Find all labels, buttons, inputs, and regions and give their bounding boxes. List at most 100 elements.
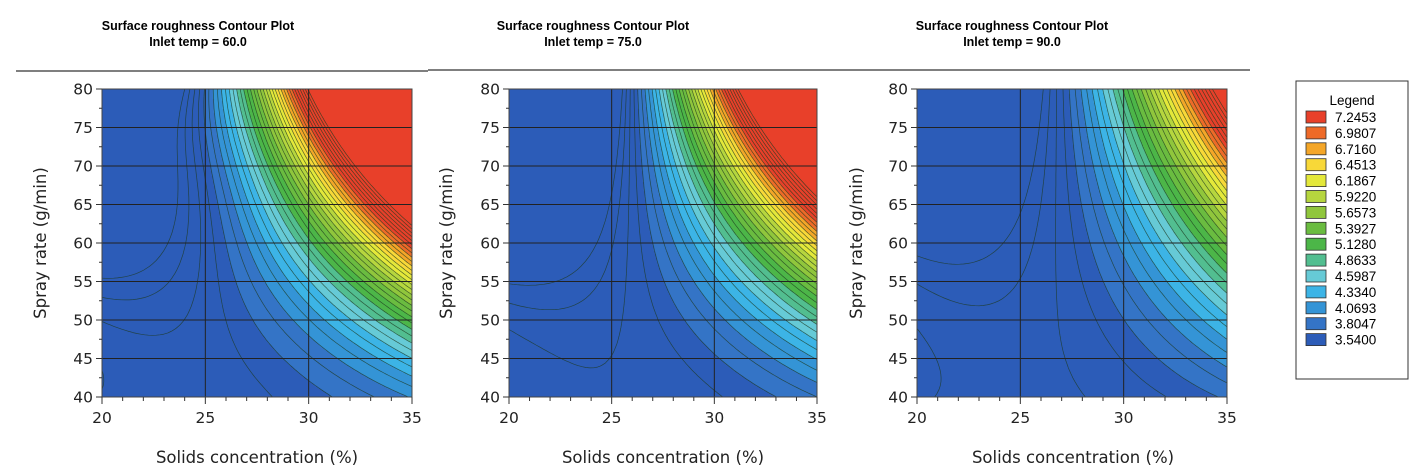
contour-line (1190, 88, 1228, 151)
legend-label: 6.7160 (1335, 142, 1376, 157)
y-tick-label: 75 (73, 119, 93, 137)
y-tick-label: 55 (888, 273, 908, 291)
contour-line (259, 88, 413, 301)
contour-line (633, 89, 724, 398)
y-tick-label: 70 (73, 158, 93, 176)
y-axis: 40 45 50 55 60 65 70 75 80 (888, 81, 917, 407)
contour-line (208, 88, 375, 398)
contour-lines (508, 88, 818, 398)
legend-swatch (1305, 237, 1327, 251)
y-tick-label: 75 (480, 119, 500, 137)
contour-line (1170, 88, 1228, 185)
contour-line (1107, 88, 1228, 305)
contour-line (1068, 88, 1219, 398)
y-tick-label: 40 (888, 389, 908, 407)
contour-line (700, 88, 818, 257)
contour-line (655, 88, 818, 351)
plot-title: Surface roughness Contour Plot (497, 19, 690, 33)
legend-label: 5.3927 (1335, 221, 1376, 236)
x-axis-label: Solids concentration (%) (562, 448, 764, 467)
contour-line (1166, 88, 1228, 192)
y-tick-label: 60 (73, 235, 93, 253)
y-tick-label: 45 (73, 350, 93, 368)
y-tick-label: 50 (73, 312, 93, 330)
contour-panel-1: Surface roughness Contour Plot Inlet tem… (31, 19, 422, 467)
legend-label: 4.5987 (1335, 269, 1376, 284)
contour-line (1117, 88, 1228, 284)
legend-label: 6.9807 (1335, 126, 1376, 141)
contour-line (302, 88, 413, 234)
contour-line (665, 88, 818, 325)
contour-line (212, 88, 409, 398)
y-tick-label: 60 (480, 235, 500, 253)
contour-line (648, 88, 818, 371)
contour-line (1182, 88, 1228, 164)
contour-line (101, 88, 202, 336)
contour-line (265, 88, 413, 290)
contour-line (1158, 88, 1228, 207)
contour-line (1140, 88, 1228, 238)
y-tick-label: 65 (888, 196, 908, 214)
contour-line (697, 88, 818, 262)
legend-swatch (1305, 317, 1327, 331)
contour-line (1131, 88, 1228, 256)
legend-label: 5.9220 (1335, 190, 1376, 205)
legend: Legend 7.24536.98076.71606.45136.18675.9… (1295, 80, 1409, 380)
contour-line (718, 88, 818, 228)
x-axis-label: Solids concentration (%) (972, 448, 1174, 467)
y-tick-label: 60 (888, 235, 908, 253)
plot-title: Surface roughness Contour Plot (916, 19, 1109, 33)
y-tick-label: 80 (73, 81, 93, 99)
contour-line (706, 88, 818, 247)
plot-subtitle: Inlet temp = 90.0 (963, 35, 1061, 49)
x-tick-label: 25 (602, 409, 622, 427)
contour-line (678, 88, 818, 297)
contour-line (662, 88, 818, 333)
contour-line (1062, 88, 1167, 398)
contour-line (1178, 88, 1228, 171)
contour-panel-2: Surface roughness Contour Plot Inlet tem… (437, 19, 827, 467)
contour-line (1112, 88, 1228, 294)
contour-line (250, 88, 413, 318)
contour-line (732, 88, 818, 206)
legend-swatch (1305, 158, 1327, 172)
plot-title: Surface roughness Contour Plot (102, 19, 295, 33)
contour-line (1153, 88, 1228, 214)
y-axis: 40 45 50 55 60 65 70 75 80 (480, 81, 509, 407)
contour-panel-3: Surface roughness Contour Plot Inlet tem… (847, 19, 1237, 467)
x-tick-label: 25 (195, 409, 215, 427)
x-tick-label: 25 (1010, 409, 1030, 427)
x-tick-label: 30 (704, 409, 724, 427)
contour-line (277, 88, 413, 271)
contour-line (1197, 88, 1228, 138)
x-axis: 20 25 30 35 (92, 397, 422, 427)
y-tick-label: 40 (73, 389, 93, 407)
contour-line (1208, 88, 1228, 120)
contour-line (203, 88, 333, 398)
plot-subtitle: Inlet temp = 60.0 (149, 35, 247, 49)
contour-line (508, 89, 631, 369)
contour-line (217, 88, 413, 387)
contour-line (1102, 88, 1228, 316)
contour-line (726, 88, 818, 214)
contour-line (734, 88, 818, 202)
y-tick-label: 40 (480, 389, 500, 407)
legend-label: 6.4513 (1335, 158, 1376, 173)
y-tick-label: 50 (888, 312, 908, 330)
legend-label: 6.1867 (1335, 174, 1376, 189)
x-tick-label: 35 (807, 409, 827, 427)
contour-line (916, 88, 1051, 307)
contour-line (508, 88, 623, 286)
contour-line (1212, 88, 1228, 114)
contour-line (246, 88, 413, 324)
x-tick-label: 20 (907, 409, 927, 427)
contour-line (262, 88, 413, 296)
contour-line (288, 88, 413, 254)
y-tick-label: 65 (73, 196, 93, 214)
contour-line (1204, 88, 1228, 126)
contour-line (1193, 88, 1228, 144)
contour-line (243, 88, 413, 330)
contour-line (508, 88, 627, 311)
x-axis-label: Solids concentration (%) (156, 448, 358, 467)
